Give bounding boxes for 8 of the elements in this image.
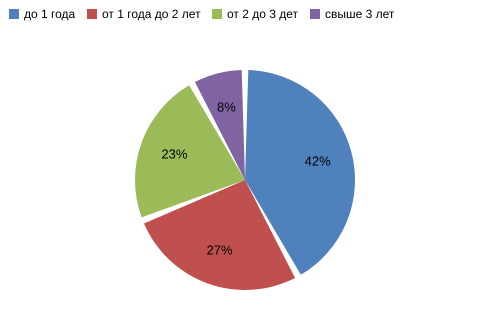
legend-label: свыше 3 лет: [325, 7, 395, 21]
data-label: 23%: [161, 146, 188, 162]
legend-label: от 1 года до 2 лет: [102, 7, 202, 21]
data-label: 8%: [216, 99, 236, 114]
legend-label: до 1 года: [24, 7, 76, 21]
legend-label: от 2 до 3 дет: [227, 7, 299, 21]
data-label: 27%: [206, 242, 234, 258]
data-label: 42%: [304, 153, 332, 168]
